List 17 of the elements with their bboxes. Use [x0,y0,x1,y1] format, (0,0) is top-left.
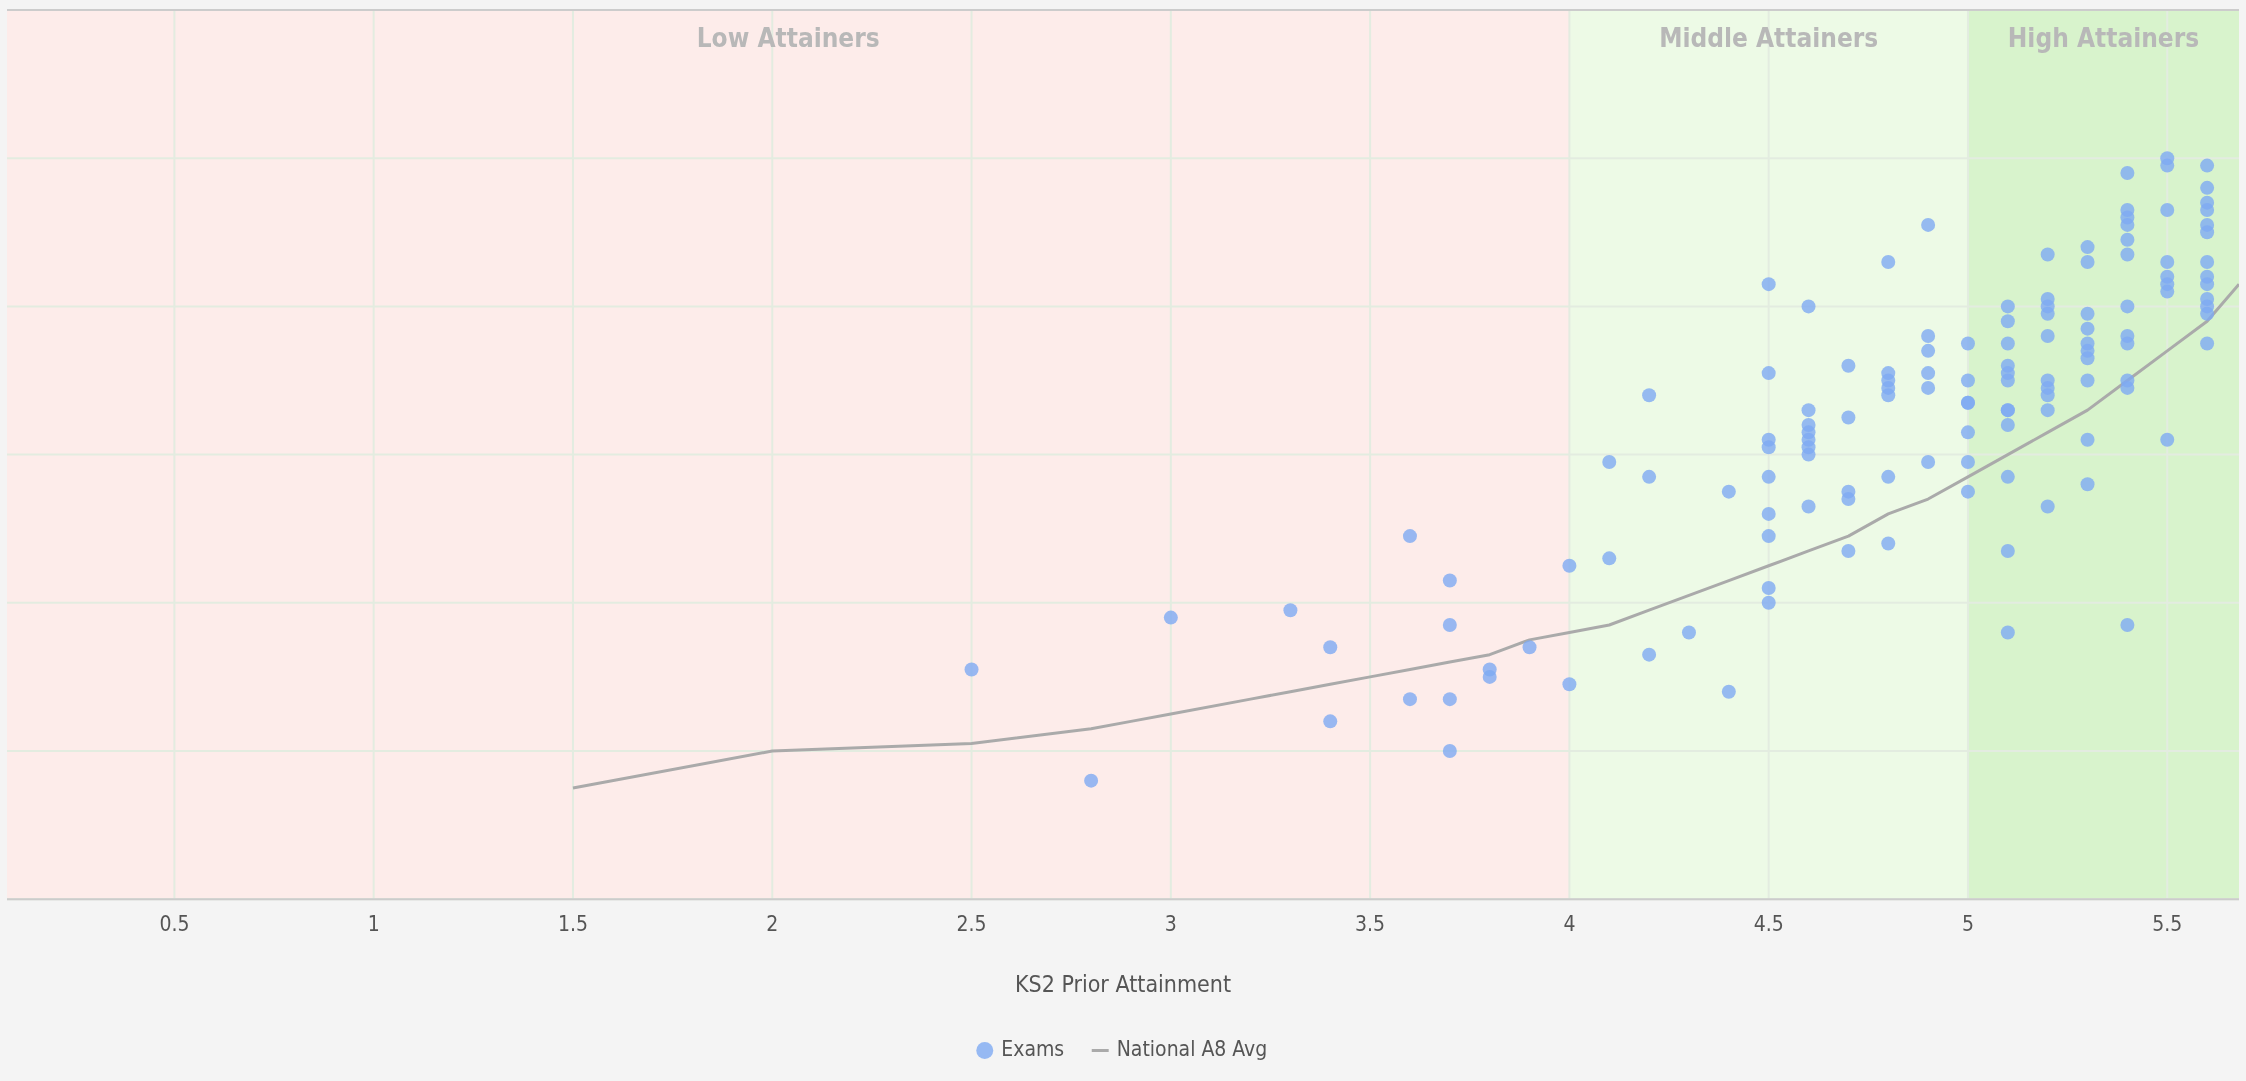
x-tick-label: 5 [1961,912,1974,937]
x-tick-label: 2 [766,912,779,937]
band-label: High Attainers [2007,22,2200,53]
x-tick-label: 4 [1563,912,1576,937]
band-label: Low Attainers [696,22,880,53]
legend-label: Exams [1001,1036,1065,1061]
legend-label: National A8 Avg [1116,1036,1268,1061]
x-tick-label: 4.5 [1753,912,1784,937]
x-tick-label: 3.5 [1355,912,1386,937]
x-tick-label: 1 [367,912,380,937]
x-tick-label: 2.5 [956,912,987,937]
x-axis-title: KS2 Prior Attainment [1014,971,1232,998]
x-tick-label: 5.5 [2152,912,2183,937]
x-tick-label: 1.5 [557,912,588,937]
x-tick-label: 3 [1164,912,1177,937]
x-tick-label: 0.5 [159,912,190,937]
band-label: Middle Attainers [1659,22,1879,53]
